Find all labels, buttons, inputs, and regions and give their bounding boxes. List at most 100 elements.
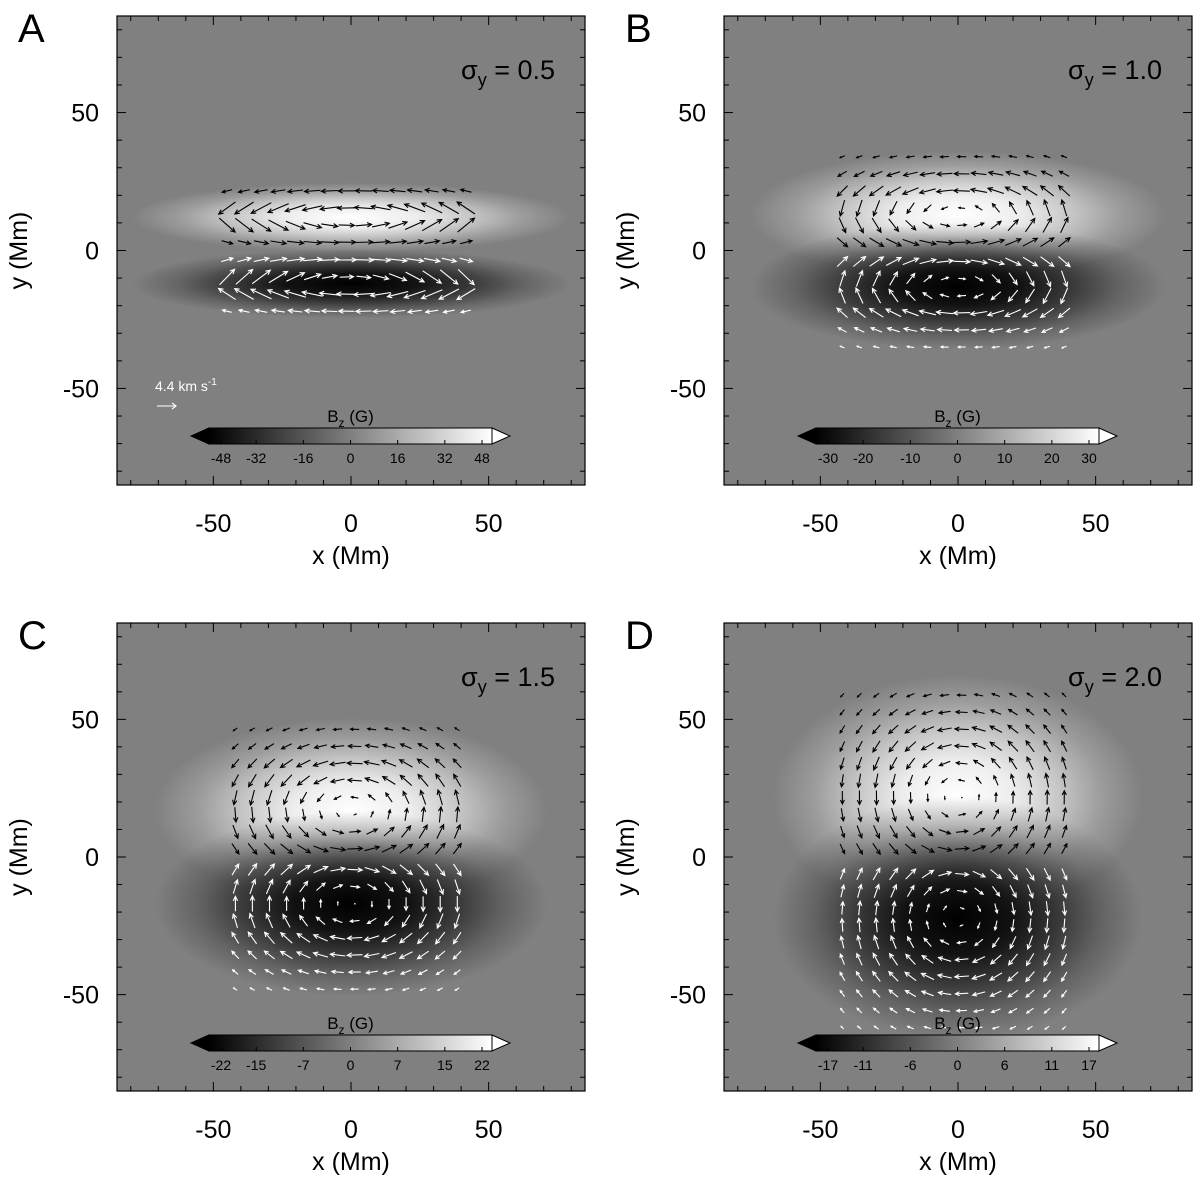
velocity-arrow — [1009, 773, 1016, 787]
velocity-arrow — [1061, 692, 1067, 698]
velocity-arrow — [421, 218, 443, 232]
velocity-arrow — [441, 257, 458, 264]
colorbar-tick-label: 0 — [954, 450, 962, 466]
velocity-arrow — [972, 759, 985, 767]
velocity-arrow — [853, 327, 865, 333]
velocity-arrow — [364, 970, 378, 975]
velocity-arrow — [419, 789, 427, 805]
velocity-arrow — [993, 920, 998, 932]
velocity-arrow — [296, 844, 312, 854]
velocity-arrow — [1008, 756, 1018, 770]
velocity-arrow — [420, 806, 427, 822]
velocity-arrow — [872, 842, 881, 856]
velocity-arrow — [459, 309, 472, 314]
velocity-arrow — [264, 743, 275, 750]
velocity-arrow — [939, 693, 950, 698]
velocity-arrow — [439, 217, 460, 233]
y-tick-label: -50 — [63, 375, 99, 403]
velocity-arrow — [371, 308, 389, 315]
velocity-arrow — [247, 743, 257, 750]
velocity-arrow — [270, 256, 288, 262]
velocity-arrow — [920, 726, 935, 733]
velocity-arrow — [332, 829, 345, 835]
velocity-arrow — [856, 692, 862, 698]
velocity-arrow — [1060, 270, 1069, 288]
velocity-arrow — [347, 867, 364, 873]
velocity-arrow — [380, 759, 397, 767]
velocity-arrow — [253, 240, 270, 246]
velocity-arrow — [249, 894, 256, 912]
velocity-arrow — [436, 727, 444, 732]
velocity-arrow — [419, 987, 427, 991]
velocity-arrow — [401, 914, 411, 928]
velocity-arrow — [856, 843, 864, 856]
velocity-arrow — [355, 222, 373, 228]
velocity-arrow — [1044, 884, 1051, 900]
velocity-arrow — [872, 200, 881, 217]
colorbar-tick-label: 7 — [394, 1057, 402, 1073]
velocity-arrow — [873, 790, 880, 806]
velocity-arrow — [346, 935, 363, 941]
velocity-arrow — [436, 987, 443, 992]
velocity-arrow — [872, 708, 881, 717]
sigma-annotation: σy = 1.0 — [1068, 55, 1162, 90]
velocity-arrow — [940, 276, 950, 281]
velocity-arrow — [871, 217, 882, 234]
velocity-arrow — [312, 934, 328, 942]
velocity-arrow — [906, 884, 915, 897]
velocity-arrow — [957, 778, 966, 782]
velocity-arrow — [919, 257, 938, 265]
velocity-arrow — [248, 727, 256, 732]
velocity-arrow — [956, 940, 967, 945]
velocity-arrow — [905, 757, 916, 770]
velocity-arrow — [991, 885, 1001, 898]
velocity-arrow — [366, 917, 377, 925]
velocity-arrow — [313, 845, 330, 853]
sigma-subscript: y — [478, 70, 487, 90]
velocity-arrow — [1007, 218, 1019, 231]
velocity-arrow — [401, 824, 412, 838]
velocity-arrow — [1043, 724, 1052, 734]
velocity-arrow — [908, 901, 914, 914]
velocity-arrow — [366, 987, 376, 991]
velocity-arrow — [836, 170, 848, 178]
velocity-arrow — [1027, 918, 1033, 934]
velocity-arrow — [940, 888, 951, 894]
velocity-arrow — [442, 239, 458, 245]
velocity-arrow — [336, 205, 356, 211]
velocity-arrow — [283, 204, 306, 213]
velocity-arrow — [902, 238, 920, 247]
velocity-arrow — [1061, 1025, 1067, 1030]
velocity-arrow — [354, 903, 356, 905]
velocity-arrow — [267, 806, 273, 824]
velocity-arrow — [453, 863, 462, 877]
velocity-arrow — [301, 896, 306, 910]
velocity-arrow — [839, 741, 846, 753]
velocity-arrow — [955, 1008, 968, 1013]
negative-polarity-region — [131, 248, 571, 319]
velocity-arrow — [855, 217, 864, 234]
velocity-arrow — [873, 916, 879, 933]
colorbar-tick-label: 11 — [1045, 1057, 1060, 1073]
colorbar: Bz (G) -22 -15 -7 0 7 15 22 — [189, 1014, 512, 1073]
velocity-arrow — [381, 775, 396, 785]
velocity-arrow — [1025, 1007, 1034, 1014]
velocity-arrow — [852, 255, 867, 267]
velocity-arrow — [315, 916, 326, 926]
velocity-arrow — [923, 937, 932, 947]
velocity-arrow — [905, 692, 915, 698]
x-tick-label: 50 — [1082, 1116, 1110, 1144]
velocity-arrow — [952, 188, 970, 194]
velocity-arrow — [919, 239, 938, 246]
velocity-arrow — [247, 758, 258, 769]
velocity-arrow — [387, 899, 391, 910]
velocity-arrow — [232, 807, 239, 824]
velocity-arrow — [1061, 740, 1068, 752]
velocity-arrow — [218, 217, 237, 233]
velocity-arrow — [1042, 216, 1053, 233]
velocity-arrow — [855, 989, 863, 998]
velocity-arrow — [839, 790, 845, 806]
velocity-key-unit-exponent: -1 — [208, 377, 217, 388]
y-axis-label: y (Mm) — [612, 212, 640, 290]
velocity-arrow — [974, 205, 983, 211]
